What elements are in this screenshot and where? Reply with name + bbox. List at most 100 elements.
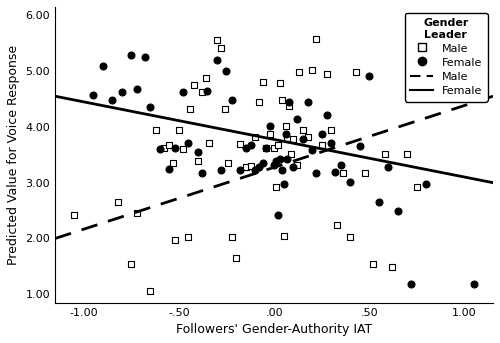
- Point: [304, 99, 312, 105]
- Point: [289, 164, 297, 170]
- Point: [178, 90, 186, 95]
- Point: [298, 137, 306, 142]
- Point: [298, 127, 306, 132]
- Point: [338, 170, 346, 175]
- Point: [407, 282, 415, 287]
- Point: [247, 142, 255, 147]
- Point: [224, 161, 232, 166]
- Point: [228, 97, 236, 103]
- Y-axis label: Predicted Value for Voice Response: Predicted Value for Voice Response: [7, 45, 20, 265]
- Point: [251, 168, 259, 173]
- Point: [156, 146, 164, 152]
- Point: [70, 212, 78, 218]
- Point: [282, 123, 290, 129]
- Point: [276, 81, 284, 86]
- Point: [280, 233, 287, 238]
- Point: [178, 146, 186, 152]
- Point: [318, 131, 326, 136]
- Point: [89, 92, 97, 97]
- Point: [206, 140, 214, 145]
- Point: [258, 161, 266, 166]
- Point: [262, 145, 270, 151]
- Point: [272, 159, 280, 164]
- Point: [312, 170, 320, 175]
- Point: [422, 181, 430, 187]
- Point: [394, 208, 402, 213]
- Point: [270, 162, 278, 168]
- Point: [375, 200, 383, 205]
- Point: [166, 142, 173, 147]
- Point: [140, 55, 148, 60]
- Point: [133, 211, 141, 216]
- Point: [270, 145, 278, 151]
- Point: [251, 134, 259, 140]
- Point: [247, 163, 255, 169]
- Point: [266, 123, 274, 129]
- Point: [255, 164, 263, 170]
- Point: [152, 127, 160, 132]
- Point: [324, 112, 332, 117]
- Point: [380, 151, 388, 156]
- Point: [128, 261, 136, 266]
- Point: [287, 151, 295, 156]
- Point: [327, 140, 335, 145]
- Point: [169, 161, 177, 166]
- Point: [114, 200, 122, 205]
- Point: [242, 164, 250, 170]
- Point: [236, 168, 244, 173]
- Point: [198, 90, 205, 95]
- Point: [222, 68, 230, 74]
- Point: [217, 168, 225, 173]
- Point: [356, 144, 364, 149]
- Point: [293, 162, 301, 168]
- Point: [255, 99, 263, 105]
- Point: [236, 141, 244, 146]
- Point: [312, 36, 320, 42]
- Point: [352, 70, 360, 75]
- Point: [146, 105, 154, 110]
- Point: [128, 53, 136, 58]
- Point: [194, 149, 202, 155]
- Point: [336, 162, 344, 168]
- Point: [286, 103, 294, 108]
- Point: [274, 142, 282, 147]
- Point: [284, 156, 292, 162]
- Point: [272, 185, 280, 190]
- Point: [184, 140, 192, 145]
- Point: [304, 134, 312, 140]
- Point: [258, 80, 266, 85]
- Point: [274, 212, 282, 218]
- Point: [184, 235, 192, 240]
- Point: [118, 90, 126, 95]
- Point: [282, 131, 290, 136]
- Point: [280, 181, 287, 187]
- Point: [327, 127, 335, 132]
- Point: [276, 156, 284, 162]
- Point: [232, 255, 240, 261]
- Point: [108, 97, 116, 103]
- Point: [286, 99, 294, 105]
- Point: [388, 265, 396, 270]
- Point: [133, 86, 141, 92]
- Point: [213, 38, 221, 43]
- Point: [198, 170, 205, 175]
- Point: [318, 142, 326, 147]
- Point: [202, 75, 209, 81]
- Point: [160, 145, 168, 151]
- Point: [470, 282, 478, 287]
- Point: [228, 235, 236, 240]
- Point: [369, 261, 377, 266]
- Point: [295, 70, 303, 75]
- Point: [278, 97, 285, 103]
- Point: [324, 71, 332, 76]
- Point: [293, 116, 301, 121]
- Point: [190, 82, 198, 88]
- Point: [413, 185, 421, 190]
- Point: [98, 63, 106, 68]
- Point: [171, 145, 179, 151]
- Point: [213, 57, 221, 63]
- Point: [262, 145, 270, 151]
- Point: [333, 222, 341, 227]
- Point: [404, 151, 411, 156]
- Point: [204, 88, 212, 93]
